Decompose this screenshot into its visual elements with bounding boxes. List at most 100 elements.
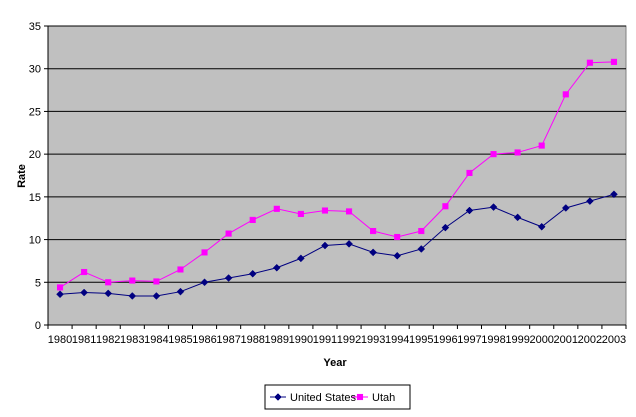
x-tick-label: 2000 <box>529 334 553 346</box>
legend-item-utah: Utah <box>352 392 395 404</box>
data-point-united-states <box>224 274 233 282</box>
series-utah <box>56 58 618 291</box>
data-point-utah <box>249 216 256 223</box>
data-point-utah <box>321 207 329 214</box>
data-point-united-states <box>561 204 570 212</box>
data-point-united-states <box>200 278 209 287</box>
data-point-utah <box>490 151 497 158</box>
x-tick-label: 1997 <box>457 334 481 346</box>
y-axis: 0 5 10 15 20 25 30 35 <box>29 21 49 332</box>
x-tick-label: 1996 <box>433 334 457 346</box>
data-point-utah <box>177 266 184 273</box>
x-tick-label: 1988 <box>240 334 264 346</box>
data-point-utah <box>153 278 160 285</box>
data-point-united-states <box>537 222 546 231</box>
x-tick-label: 1980 <box>48 334 72 346</box>
data-point-united-states <box>369 248 377 257</box>
data-point-united-states <box>297 254 305 263</box>
data-point-utah <box>586 59 593 66</box>
data-point-utah <box>538 142 545 149</box>
data-point-united-states <box>104 289 113 298</box>
x-tick-label: 1998 <box>481 334 505 346</box>
legend-label-utah: Utah <box>372 392 395 404</box>
series-line-united-states <box>60 193 615 297</box>
data-point-united-states <box>56 290 64 299</box>
x-tick-label: 1994 <box>385 334 409 346</box>
legend-box <box>264 384 411 410</box>
y-axis-title: Rate <box>16 164 28 188</box>
y-tick-label: 10 <box>29 235 41 247</box>
data-point-utah <box>129 277 136 284</box>
x-tick-label: 1990 <box>289 334 313 346</box>
data-point-united-states <box>272 263 281 272</box>
legend-marker-united-states <box>274 393 282 401</box>
data-point-united-states <box>489 203 498 211</box>
legend: United States Utah <box>264 384 411 410</box>
data-point-united-states <box>441 223 450 232</box>
y-tick-label: 15 <box>29 192 41 204</box>
data-point-united-states <box>465 206 474 215</box>
plot-area <box>47 25 627 326</box>
y-tick-label: 30 <box>29 64 41 76</box>
x-tick-label: 1982 <box>96 334 120 346</box>
data-point-utah <box>442 203 449 210</box>
x-tick-label: 1981 <box>72 334 96 346</box>
data-point-utah <box>273 205 280 212</box>
x-tick-label: 1993 <box>361 334 385 346</box>
series-layer <box>56 58 618 300</box>
x-tick-label: 1995 <box>409 334 433 346</box>
x-tick-label: 1985 <box>168 334 192 346</box>
data-point-united-states <box>321 241 329 250</box>
data-point-utah <box>394 233 401 241</box>
data-point-utah <box>81 268 88 276</box>
x-axis-title: Year <box>323 357 347 369</box>
y-tick-label: 25 <box>29 106 41 118</box>
y-tick-label: 35 <box>29 21 41 33</box>
data-point-utah <box>105 279 112 286</box>
series-line-utah <box>59 61 614 288</box>
legend-item-united-states: United States <box>270 392 357 404</box>
data-point-united-states <box>610 190 618 199</box>
legend-marker-utah <box>356 393 364 401</box>
data-point-utah <box>201 249 208 256</box>
y-tick-label: 0 <box>35 320 41 332</box>
x-tick-label: 1999 <box>505 334 529 346</box>
data-point-united-states <box>417 245 426 253</box>
data-point-united-states <box>128 292 137 300</box>
data-point-utah <box>297 210 304 217</box>
data-point-united-states <box>248 269 257 278</box>
x-tick-label: 1986 <box>192 334 216 346</box>
x-tick-label: 1992 <box>337 334 361 346</box>
grid-lines <box>48 25 626 283</box>
data-point-utah <box>345 208 353 215</box>
series-united-states <box>56 190 618 300</box>
x-tick-label: 1989 <box>265 334 289 346</box>
x-tick-label: 1984 <box>144 334 168 346</box>
data-point-utah <box>466 169 473 176</box>
data-point-utah <box>610 58 618 65</box>
data-point-utah <box>370 227 377 235</box>
x-tick-label: 2002 <box>578 334 602 346</box>
y-tick-label: 20 <box>29 149 41 161</box>
y-tick-label: 5 <box>35 277 41 289</box>
x-tick-label: 1983 <box>120 334 144 346</box>
x-tick-label: 1987 <box>216 334 240 346</box>
data-point-united-states <box>586 197 594 205</box>
data-point-united-states <box>513 213 522 222</box>
data-point-utah <box>514 149 521 156</box>
x-tick-label: 2001 <box>554 334 578 346</box>
data-point-united-states <box>393 251 402 260</box>
data-point-utah <box>562 91 569 98</box>
data-point-utah <box>225 230 232 237</box>
data-point-utah <box>56 284 64 291</box>
data-point-united-states <box>345 239 353 248</box>
data-point-united-states <box>152 292 161 300</box>
data-point-united-states <box>80 288 88 297</box>
x-tick-label: 1991 <box>313 334 337 346</box>
x-tick-label: 2003 <box>602 334 626 346</box>
data-point-united-states <box>176 287 185 296</box>
x-axis: 1980 1981 1982 1983 1984 1985 1986 1987 1988 1989… <box>47 324 627 346</box>
data-point-utah <box>418 227 425 235</box>
